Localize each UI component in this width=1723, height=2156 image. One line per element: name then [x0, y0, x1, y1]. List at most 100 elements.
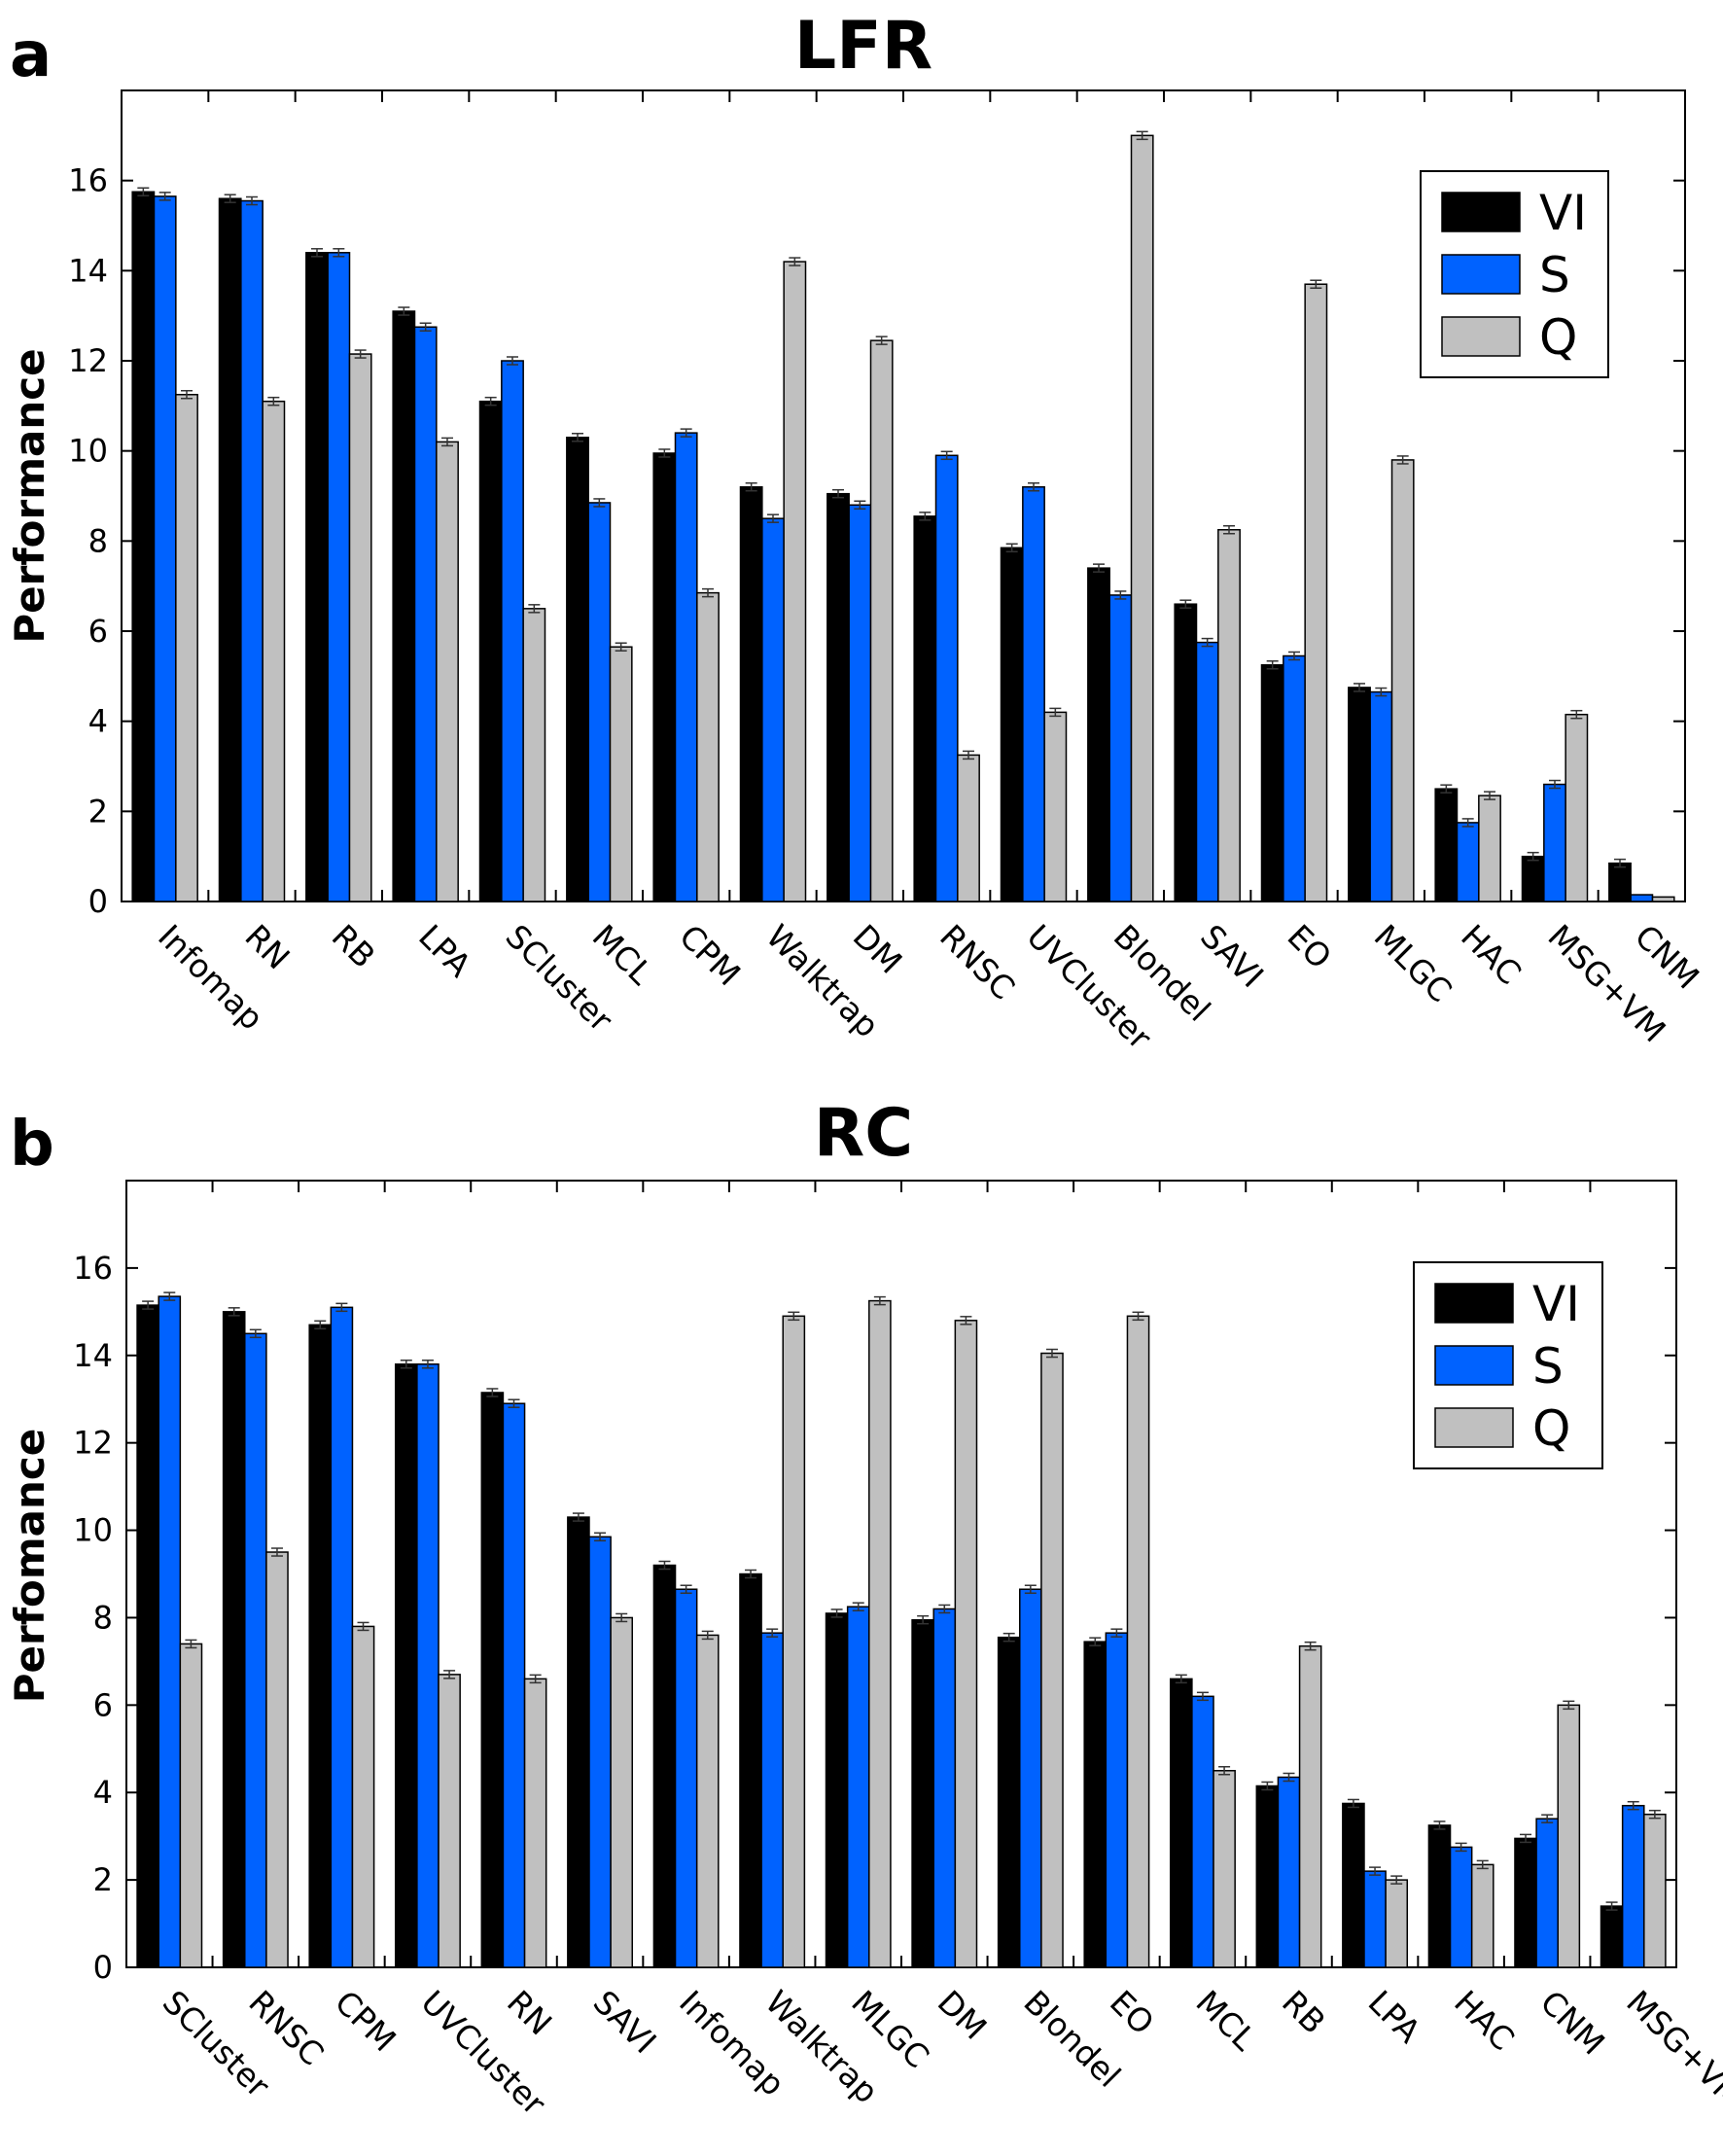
- chart-a-bar-VI-RB: [305, 252, 329, 902]
- chart-a-xtick-label: SAVI: [1193, 917, 1271, 995]
- chart-b-bar-Q-EO: [1126, 1315, 1150, 1968]
- chart-b-ylabel: Perfomance: [6, 1429, 53, 1704]
- chart-b-bar-VI-MSG+VM: [1600, 1905, 1624, 1968]
- chart-a-bar-S-RB: [327, 252, 351, 902]
- chart-b-bar-Q-Infomap: [695, 1634, 720, 1968]
- chart-a-bar-VI-MSG+VM: [1521, 855, 1545, 902]
- chart-b-bar-Q-CPM: [351, 1625, 375, 1968]
- chart-b-bar-VI-HAC: [1427, 1824, 1452, 1968]
- chart-a-bar-Q-EO: [1304, 283, 1328, 902]
- chart-b-title: RC: [814, 1095, 913, 1172]
- chart-b-legend-label-VI: VI: [1532, 1276, 1580, 1332]
- chart-b-bar-Q-CNM: [1557, 1704, 1581, 1968]
- chart-b-legend-swatch-S: [1434, 1345, 1514, 1386]
- chart-a-bar-S-CNM: [1630, 894, 1654, 902]
- chart-a-bar-VI-HAC: [1434, 788, 1459, 902]
- chart-b-bar-S-Walktrap: [760, 1632, 784, 1968]
- chart-b-bar-Q-RB: [1298, 1644, 1322, 1968]
- chart-b-bar-S-MLGC: [846, 1606, 870, 1968]
- chart-b-xtick-label: LPA: [1361, 1983, 1428, 2050]
- chart-b-bar-VI-Infomap: [652, 1564, 677, 1968]
- chart-a-ytick-label: 4: [88, 703, 108, 740]
- chart-a-ylabel: Performance: [6, 348, 53, 643]
- chart-a-bar-S-Walktrap: [761, 517, 785, 902]
- chart-a-bar-S-Infomap: [153, 195, 177, 902]
- chart-b-bar-Q-SCluster: [179, 1643, 203, 1968]
- chart-a-xtick-label: RB: [325, 917, 383, 975]
- chart-a-bar-S-MLGC: [1369, 690, 1393, 902]
- chart-a-bar-Q-RB: [348, 353, 372, 902]
- chart-b-bar-VI-DM: [911, 1618, 934, 1968]
- chart-b-xtick-label: CPM: [328, 1983, 404, 2059]
- chart-a-bar-S-MCL: [587, 502, 612, 902]
- chart-b-legend-swatch-VI: [1434, 1283, 1514, 1324]
- chart-b-bar-Q-Walktrap: [782, 1315, 806, 1968]
- chart-a-bar-S-Blondel: [1108, 594, 1133, 902]
- chart-b-ytick-label: 14: [73, 1337, 113, 1374]
- chart-a-ytick-label: 16: [68, 162, 108, 199]
- chart-b-bar-VI-RNSC: [222, 1311, 246, 1968]
- chart-b-bar-VI-EO: [1083, 1641, 1108, 1968]
- chart-a-bar-VI-Walktrap: [739, 485, 763, 902]
- chart-b-bar-Q-SAVI: [610, 1616, 634, 1968]
- chart-b-ytick-label: 2: [93, 1861, 113, 1898]
- chart-b-bar-Q-MCL: [1213, 1770, 1236, 1968]
- chart-a-xtick-label: MLGC: [1367, 917, 1459, 1009]
- chart-a-bar-Q-MLGC: [1390, 459, 1415, 902]
- chart-b-bar-S-Blondel: [1019, 1588, 1042, 1968]
- chart-b-bar-S-CNM: [1535, 1818, 1559, 1968]
- chart-a-bar-VI-EO: [1260, 664, 1284, 902]
- chart-a-xtick-label: EO: [1280, 917, 1339, 976]
- chart-b-bar-VI-SCluster: [136, 1304, 159, 1968]
- chart-b-bar-VI-UVCluster: [394, 1363, 418, 1968]
- chart-a-bar-VI-MCL: [566, 437, 589, 902]
- chart-b-bar-S-HAC: [1449, 1846, 1473, 1968]
- chart-b-bar-S-DM: [932, 1608, 957, 1968]
- chart-b-bar-Q-MLGC: [868, 1299, 892, 1968]
- chart-a-title: LFR: [794, 8, 932, 85]
- chart-b-legend-swatch-Q: [1434, 1407, 1514, 1448]
- chart-a-ytick-label: 8: [88, 522, 108, 559]
- chart-a-ytick-label: 12: [68, 342, 108, 379]
- chart-a-bar-VI-RN: [218, 197, 242, 902]
- chart-a-bar-VI-DM: [826, 492, 850, 902]
- chart-b-bar-S-Infomap: [674, 1588, 698, 1968]
- chart-b-bar-Q-DM: [954, 1320, 978, 1968]
- chart-b-bar-VI-RB: [1255, 1785, 1280, 1968]
- chart-b-bar-VI-Walktrap: [739, 1573, 762, 1968]
- chart-a-bar-S-UVCluster: [1022, 485, 1045, 902]
- chart-b-legend-label-S: S: [1532, 1338, 1564, 1395]
- chart-a-bar-Q-DM: [869, 339, 894, 902]
- chart-a-legend-label-S: S: [1539, 247, 1570, 303]
- chart-a-bar-VI-SAVI: [1174, 603, 1198, 902]
- chart-a-bar-Q-SCluster: [522, 608, 546, 902]
- chart-a-ytick-label: 14: [68, 252, 108, 289]
- chart-a-bar-Q-SAVI: [1217, 529, 1241, 902]
- chart-b-bar-S-LPA: [1363, 1870, 1387, 1968]
- chart-b-ytick-label: 12: [73, 1425, 113, 1462]
- chart-a-bar-S-CPM: [674, 432, 698, 902]
- chart-a-bar-S-MSG+VM: [1543, 783, 1566, 902]
- chart-b-xtick-label: DM: [931, 1983, 995, 2047]
- chart-b-bar-VI-Blondel: [997, 1636, 1021, 1968]
- chart-b-bar-VI-MCL: [1169, 1678, 1193, 1968]
- chart-b-bar-Q-RNSC: [265, 1551, 289, 1968]
- chart-b-ytick-label: 10: [73, 1512, 113, 1549]
- chart-b-bar-VI-CNM: [1514, 1837, 1537, 1968]
- chart-b-bar-VI-LPA: [1342, 1802, 1365, 1968]
- chart-b-bar-Q-UVCluster: [438, 1674, 461, 1968]
- chart-a-xtick-label: DM: [846, 917, 910, 981]
- chart-a-legend-swatch-VI: [1441, 192, 1521, 232]
- chart-b-bar-S-RN: [502, 1402, 526, 1968]
- chart-a-ytick-label: 2: [88, 793, 108, 830]
- chart-b-bar-VI-CPM: [308, 1324, 333, 1968]
- chart-a-bar-Q-MSG+VM: [1565, 713, 1589, 902]
- chart-b-bar-S-SAVI: [588, 1536, 612, 1968]
- chart-b-bar-S-MCL: [1191, 1695, 1214, 1968]
- chart-b-bar-S-RNSC: [244, 1332, 267, 1968]
- chart-b-ytick-label: 0: [93, 1949, 113, 1986]
- chart-a-bar-Q-RN: [262, 400, 286, 902]
- chart-b-bar-S-UVCluster: [416, 1363, 440, 1968]
- chart-a-bar-VI-Infomap: [131, 191, 156, 902]
